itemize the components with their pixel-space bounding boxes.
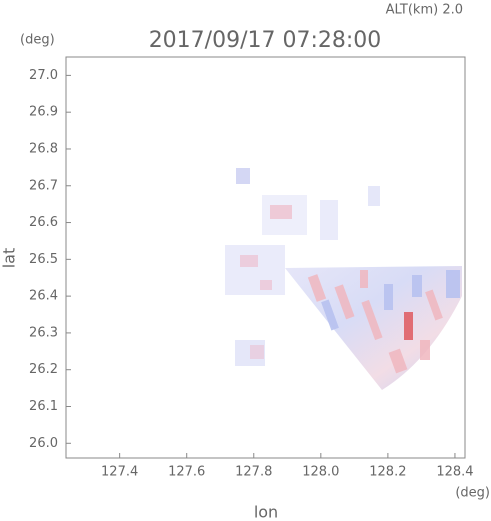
y-unit: (deg): [20, 33, 55, 48]
y-axis-label: lat: [0, 248, 19, 269]
plot-frame: [65, 56, 466, 459]
y-tick-label: 26.8: [29, 141, 58, 156]
y-tick-label: 26.0: [29, 436, 58, 451]
x-axis-label: lon: [254, 503, 278, 521]
y-tick-label: 26.9: [29, 105, 58, 120]
x-tick-label: 127.4: [101, 465, 138, 480]
y-tick-label: 26.7: [29, 178, 58, 193]
chart-title: 2017/09/17 07:28:00: [149, 28, 382, 53]
altitude-label: ALT(km) 2.0: [386, 3, 463, 18]
radar-field: [225, 168, 462, 390]
x-tick-label: 127.8: [235, 465, 272, 480]
x-unit: (deg): [455, 486, 490, 501]
x-tick-label: 128.4: [436, 465, 473, 480]
x-tick-label: 128.0: [302, 465, 339, 480]
y-tick-label: 26.1: [29, 399, 58, 414]
y-tick-label: 27.0: [29, 68, 58, 83]
y-tick-label: 26.4: [29, 289, 58, 304]
y-tick-label: 26.6: [29, 215, 58, 230]
y-tick-label: 26.3: [29, 325, 58, 340]
y-tick-label: 26.5: [29, 252, 58, 267]
x-tick-label: 128.2: [369, 465, 406, 480]
x-tick-label: 127.6: [168, 465, 205, 480]
y-tick-label: 26.2: [29, 362, 58, 377]
